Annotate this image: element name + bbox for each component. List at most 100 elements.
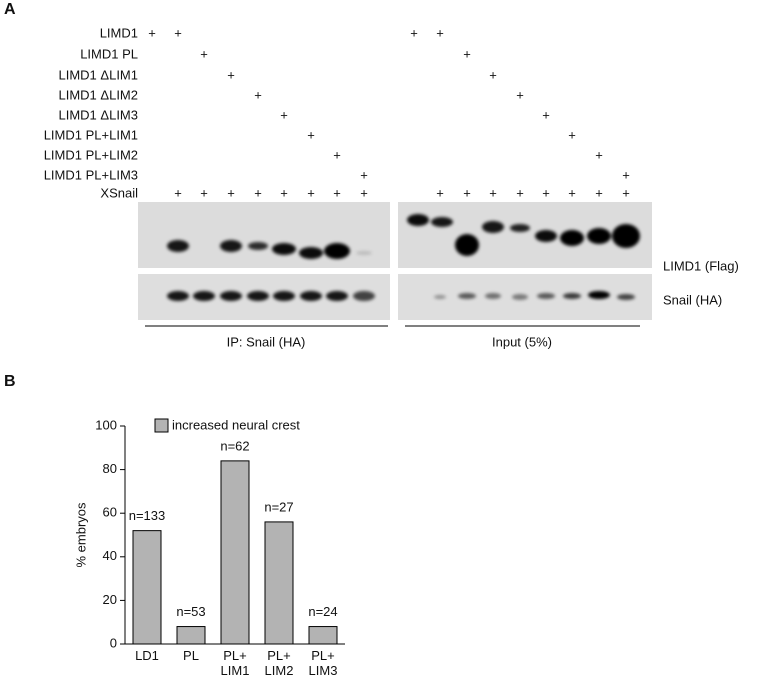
band [510,224,530,232]
row-label: LIMD1 ΔLIM3 [59,107,139,122]
blot-label: LIMD1 (Flag) [663,258,739,273]
group-label: IP: Snail (HA) [227,334,306,349]
band [272,243,296,255]
plus-sign: + [516,185,524,200]
band [434,295,446,299]
plus-sign: + [280,107,288,122]
band [535,230,557,242]
bar-label: n=24 [308,604,337,619]
plus-sign: + [436,185,444,200]
y-tick-label: 0 [110,635,117,650]
row-label: XSnail [100,185,138,200]
plus-sign: + [360,167,368,182]
band [247,291,269,301]
x-tick-label: PL+ LIM3 [309,648,338,678]
row-label: LIMD1 [100,25,138,40]
plus-sign: + [333,185,341,200]
plus-sign: + [227,67,235,82]
band [273,291,295,301]
row-label: LIMD1 PL [80,46,138,61]
bar-label: n=133 [129,508,166,523]
plus-sign: + [542,185,550,200]
blot [138,202,390,268]
bar [176,626,206,645]
band [193,291,215,301]
plus-sign: + [174,25,182,40]
band [485,293,501,299]
band [617,294,635,300]
y-tick-label: 40 [103,548,117,563]
bar [308,626,338,645]
plus-sign: + [200,185,208,200]
panel-label: B [4,373,16,390]
plus-sign: + [489,185,497,200]
plus-sign: + [595,185,603,200]
y-tick-label: 20 [103,592,117,607]
plus-sign: + [333,147,341,162]
band [560,230,584,246]
plus-sign: + [568,185,576,200]
band [300,291,322,301]
band [324,243,350,259]
band [482,221,504,233]
y-tick-label: 60 [103,505,117,520]
plus-sign: + [307,185,315,200]
row-label: LIMD1 PL+LIM2 [44,147,138,162]
group-label: Input (5%) [492,334,552,349]
plus-sign: + [568,127,576,142]
plus-sign: + [148,25,156,40]
band [356,251,372,255]
legend-label: increased neural crest [172,417,300,432]
band [299,247,323,259]
plus-sign: + [463,46,471,61]
y-tick-label: 100 [95,417,117,432]
band [167,291,189,301]
band [353,291,375,301]
panel-label: A [4,1,16,18]
plus-sign: + [489,67,497,82]
plus-sign: + [174,185,182,200]
bar-label: n=53 [176,604,205,619]
row-label: LIMD1 PL+LIM1 [44,127,138,142]
legend-swatch [154,418,169,433]
blot-label: Snail (HA) [663,292,722,307]
plus-sign: + [622,185,630,200]
band [248,242,268,250]
plus-sign: + [542,107,550,122]
plus-sign: + [436,25,444,40]
plus-sign: + [307,127,315,142]
x-tick-label: PL+ LIM1 [221,648,250,678]
bands [167,214,640,301]
row-label: LIMD1 ΔLIM2 [59,87,139,102]
band [458,293,476,299]
plus-sign: + [200,46,208,61]
band [537,293,555,299]
bar [220,460,250,645]
plus-sign: + [622,167,630,182]
band [407,214,429,226]
band [563,293,581,299]
band [512,294,528,300]
row-label: LIMD1 ΔLIM1 [59,67,139,82]
plus-sign: + [280,185,288,200]
band [220,240,242,252]
band [431,217,453,227]
bar [132,530,162,645]
x-tick-label: PL+ LIM2 [265,648,294,678]
band [612,224,640,248]
bar-label: n=62 [220,438,249,453]
plus-sign: + [595,147,603,162]
band [220,291,242,301]
band [588,291,610,299]
plus-sign: + [463,185,471,200]
band [455,234,479,256]
plus-sign: + [360,185,368,200]
bar [264,521,294,645]
band [587,228,611,244]
band [326,291,348,301]
x-tick-label: LD1 [135,648,159,663]
plus-sign: + [516,87,524,102]
plus-sign: + [254,87,262,102]
